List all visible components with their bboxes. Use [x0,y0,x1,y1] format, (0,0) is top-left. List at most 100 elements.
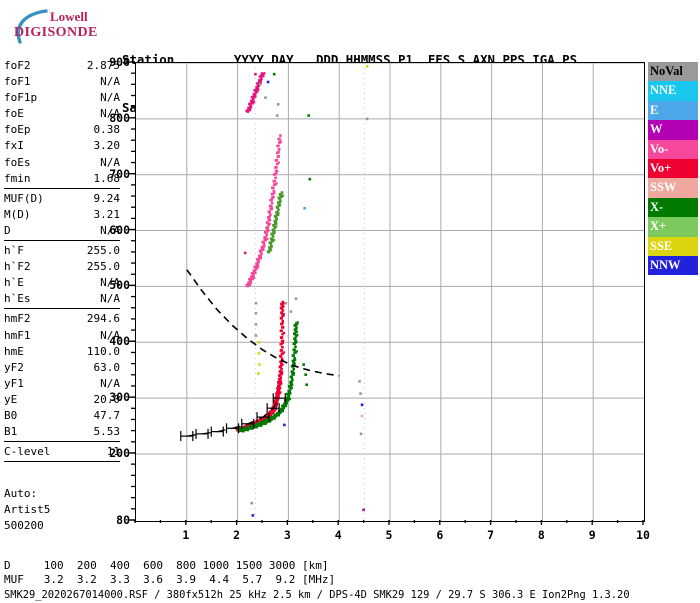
param-group-divider [4,187,120,189]
auto-line-2: 500200 [4,519,44,533]
param-key: B1 [4,425,18,439]
param-key: foF1p [4,91,38,105]
ionogram-plot-area[interactable] [135,62,645,522]
x-tick-2: 2 [233,528,241,542]
param-key: fmin [4,171,31,185]
legend-item-vo[interactable]: Vo- [648,139,698,159]
param-row-fxi: fxI 3.20 [4,138,120,154]
param-value: N/A [100,107,120,121]
param-value: 294.6 [86,312,120,326]
legend-item-noval[interactable]: NoVal [648,62,698,82]
param-row-b0: B0 47.7 [4,408,120,424]
param-value: N/A [100,276,120,290]
param-key: foF2 [4,59,31,72]
y-tick-600: 600 [109,222,130,237]
param-value: 63.0 [93,360,121,374]
auto-line-0: Auto: [4,487,38,500]
param-value: 9.24 [93,191,121,205]
param-row-b1: B1 5.53 [4,424,120,440]
param-row-foep: foEp 0.38 [4,122,120,138]
x-tick-10: 10 [636,528,650,542]
param-row-yf1: yF1 N/A [4,376,120,392]
param-key: h`Es [4,292,31,306]
param-key: C-level [4,445,51,459]
footer-muf-row: MUF 3.2 3.2 3.3 3.6 3.9 4.4 5.7 9.2 [MHz… [4,573,336,586]
param-value: N/A [100,91,120,105]
legend-item-x[interactable]: X+ [648,217,698,237]
param-value: 1.68 [93,171,121,185]
param-key: h`F [4,244,24,258]
param-value: 110.0 [86,344,120,358]
ionogram-parameter-table: foF2 2.875 foF1 N/A foF1p N/A foE N/A foEp 0.38 fx… [4,58,120,464]
legend-item-w[interactable]: W [648,120,698,140]
param-value: N/A [100,376,120,390]
y-tick-500: 500 [109,278,130,293]
ionogram-svg [136,63,644,521]
legend-item-nnw[interactable]: NNW [648,255,698,276]
param-row-fof2: foF2 2.875 [4,58,120,74]
y-tick-80: 80 [116,513,130,527]
legend-item-vo[interactable]: Vo+ [648,158,698,179]
param-row-yf2: yF2 63.0 [4,360,120,376]
param-key: yF1 [4,376,24,390]
param-key: foEp [4,123,31,137]
param-row-fof1p: foF1p N/A [4,90,120,106]
param-key: MUF(D) [4,191,44,205]
x-tick-5: 5 [385,528,393,542]
direction-legend[interactable]: NoVal NNE E W Vo- Vo+ SSW X- X+ SSE NNW [648,62,698,276]
param-row-foes: foEs N/A [4,155,120,171]
param-group-divider [4,441,120,443]
y-tick-900: 900 [109,55,130,69]
x-tick-4: 4 [334,528,342,542]
param-row-fmin: fmin 1.68 [4,171,120,187]
param-value: N/A [100,292,120,306]
param-group-divider [4,461,120,463]
y-tick-700: 700 [109,166,130,181]
y-tick-200: 200 [109,445,130,460]
param-value: 20.0 [93,392,121,406]
param-key: h`F2 [4,260,31,274]
param-key: D [4,223,11,237]
legend-item-x[interactable]: X- [648,197,698,218]
x-tick-1: 1 [182,528,190,542]
logo-brand-bottom: DIGISONDE [14,25,98,40]
plot-gridlines [136,63,644,521]
param-key: yE [4,392,18,406]
x-tick-9: 9 [588,528,596,542]
param-row-hf: h`F 255.0 [4,243,120,259]
param-key: foF1 [4,75,31,89]
param-value: 11 [106,445,120,459]
param-row-md: M(D) 3.21 [4,207,120,223]
param-row-foe: foE N/A [4,106,120,122]
param-key: B0 [4,408,18,422]
param-value: 255.0 [86,244,120,258]
logo-arc-icon [16,9,48,44]
param-group-divider [4,240,120,242]
param-key: h`E [4,276,24,290]
legend-item-e[interactable]: E [648,100,698,121]
param-row-clevel: C-level 11 [4,444,120,460]
param-row-d: D N/A [4,223,120,239]
param-row-he: h`E N/A [4,275,120,291]
param-key: fxI [4,139,24,153]
legend-item-nne[interactable]: NNE [648,81,698,101]
x-tick-8: 8 [537,528,545,542]
param-row-ye: yE 20.0 [4,392,120,408]
param-key: foE [4,107,24,121]
param-value: N/A [100,75,120,89]
param-row-mufd: MUF(D) 9.24 [4,191,120,207]
param-row-hmf2: hmF2 294.6 [4,311,120,327]
param-key: hmF2 [4,312,31,326]
x-tick-3: 3 [283,528,291,542]
legend-item-ssw[interactable]: SSW [648,178,698,198]
param-row-fof1: foF1 N/A [4,74,120,90]
plot-traces [180,65,369,517]
x-tick-6: 6 [436,528,444,542]
param-value: 5.53 [93,425,121,439]
logo-brand-top: Lowell [50,9,88,24]
param-key: hmF1 [4,328,31,342]
param-value: N/A [100,328,120,342]
footer-file-info: SMK29_2020267014000.RSF / 380fx512h 25 k… [4,589,630,601]
legend-item-sse[interactable]: SSE [648,236,698,256]
